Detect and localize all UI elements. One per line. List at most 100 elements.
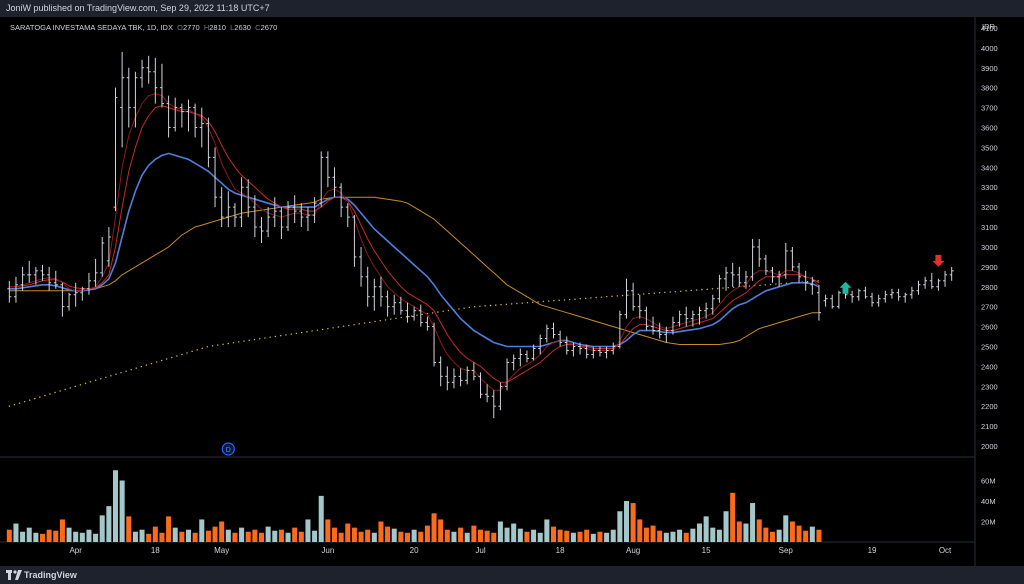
low-value: 2630 — [234, 23, 251, 32]
ema-fast-line — [9, 93, 820, 391]
price-tick-label: 4000 — [981, 44, 998, 53]
volume-bar — [550, 526, 557, 542]
volume-bar — [570, 532, 576, 542]
volume-bar — [477, 529, 484, 542]
low-label: L — [230, 23, 235, 32]
volume-bar — [484, 530, 490, 542]
time-tick-label: 15 — [702, 546, 711, 555]
volume-bar — [511, 523, 517, 542]
volume-bar — [212, 526, 218, 542]
volume-bar — [776, 529, 782, 542]
price-tick-label: 3000 — [981, 243, 998, 252]
time-tick-label: Jun — [321, 546, 334, 555]
volume-bar — [411, 529, 417, 542]
volume-bar — [6, 529, 12, 542]
volume-bar — [199, 519, 205, 542]
volume-bar — [112, 470, 119, 542]
dividend-marker-label: D — [226, 447, 231, 454]
time-tick-label: Aug — [626, 546, 640, 555]
time-tick-label: Jul — [475, 546, 485, 555]
volume-bar — [391, 528, 397, 542]
time-tick-label: Oct — [939, 546, 952, 555]
open-value: 2770 — [182, 23, 200, 32]
volume-bar — [431, 513, 437, 542]
time-tick-label: 20 — [410, 546, 419, 555]
volume-bar — [696, 523, 703, 542]
footer-brand[interactable]: TradingView — [24, 570, 77, 580]
time-tick-label: 19 — [868, 546, 877, 555]
volume-bar — [716, 529, 722, 542]
volume-bar — [424, 525, 430, 542]
volume-bar — [683, 532, 689, 542]
volume-bar — [497, 521, 503, 542]
volume-bar — [690, 528, 696, 542]
volume-bar — [610, 529, 616, 542]
volume-bar — [338, 532, 344, 542]
volume-bar — [205, 530, 211, 542]
volume-bar — [637, 519, 643, 542]
volume-bar — [471, 525, 477, 542]
volume-bar — [245, 531, 251, 542]
volume-bar — [517, 528, 523, 542]
volume-bar — [33, 532, 39, 542]
volume-bar — [385, 526, 391, 542]
volume-bar — [351, 527, 357, 542]
volume-bar — [577, 531, 583, 542]
volume-bar — [179, 531, 185, 542]
volume-bar — [763, 527, 769, 542]
volume-bar — [172, 527, 178, 542]
price-tick-label: 2400 — [981, 362, 998, 371]
volume-bar — [769, 531, 776, 542]
currency-label: IDR — [982, 22, 995, 31]
volume-bar — [225, 529, 231, 542]
volume-bar — [13, 523, 19, 542]
volume-bar — [736, 521, 742, 542]
volume-bar — [119, 480, 125, 542]
symbol-name: SARATOGA INVESTAMA SEDAYA TBK, 1D, IDX — [10, 23, 173, 32]
price-tick-label: 2300 — [981, 382, 998, 391]
volume-bar — [809, 526, 815, 542]
volume-bar — [677, 529, 683, 542]
volume-bar — [464, 532, 470, 542]
volume-bar — [20, 531, 26, 542]
volume-bar — [730, 492, 736, 542]
volume-bar — [458, 527, 464, 542]
price-tick-label: 3900 — [981, 64, 998, 73]
volume-bar — [278, 529, 284, 542]
volume-bar — [53, 530, 59, 542]
volume-bar — [86, 529, 92, 542]
volume-bar — [557, 529, 563, 542]
time-tick-label: May — [214, 546, 229, 555]
dividend-marker-icon — [221, 442, 235, 456]
volume-bar — [438, 519, 444, 542]
volume-bar — [252, 529, 258, 542]
volume-tick-label: 60M — [981, 477, 996, 486]
volume-bar — [166, 516, 172, 542]
price-tick-label: 2700 — [981, 303, 998, 312]
volume-bar — [796, 525, 802, 542]
volume-bar — [345, 523, 351, 542]
price-tick-label: 3100 — [981, 223, 998, 232]
price-tick-label: 3300 — [981, 183, 998, 192]
ema-mid-line — [9, 105, 820, 383]
volume-bar — [139, 529, 145, 542]
volume-bar — [152, 526, 158, 542]
volume-bar — [663, 532, 669, 542]
volume-bar — [630, 503, 636, 542]
sma-dotted-line — [8, 280, 820, 407]
high-value: 2810 — [209, 23, 226, 32]
volume-bar — [703, 516, 709, 542]
volume-bar — [371, 532, 377, 542]
price-tick-label: 2600 — [981, 323, 998, 332]
volume-bar — [146, 533, 152, 542]
price-tick-label: 3500 — [981, 143, 998, 152]
volume-bar — [46, 529, 52, 542]
price-tick-label: 3200 — [981, 203, 998, 212]
volume-bar — [504, 527, 510, 542]
volume-bar — [491, 532, 497, 542]
volume-bar — [604, 532, 610, 542]
volume-bar — [643, 527, 649, 542]
price-tick-label: 2800 — [981, 283, 998, 292]
